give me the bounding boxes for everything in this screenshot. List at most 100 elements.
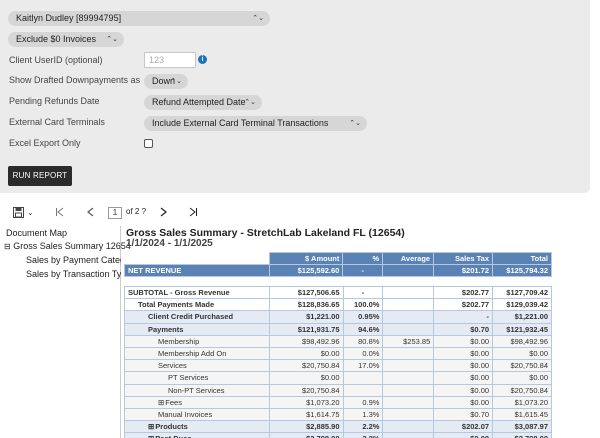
next-page-icon[interactable] xyxy=(158,207,168,220)
net-revenue-row: NET REVENUE $125,592.60 - $201.72 $125,7… xyxy=(124,264,552,278)
drafted-downpayments-value: Down xyxy=(152,76,176,86)
table-row: Total Payments Made $128,836.65 100.0% $202… xyxy=(124,298,552,312)
pending-refunds-value: Refund Attempted Date xyxy=(152,97,246,107)
row-label-text: Non-PT Services xyxy=(168,385,225,395)
cell-tax: $201.72 xyxy=(433,264,493,278)
cell-tax: $0.00 xyxy=(433,432,494,438)
docmap-node-payment-category[interactable]: Sales by Payment Category xyxy=(26,255,121,265)
info-icon[interactable]: i xyxy=(198,55,207,64)
cell-pct: 0.9% xyxy=(342,395,384,409)
cell-pct: 0.95% xyxy=(342,310,384,324)
cell-total: $1,073.20 xyxy=(492,395,552,409)
row-label-text: Services xyxy=(158,361,187,371)
cell-pct: - xyxy=(342,285,384,300)
chevron-updown-icon: ⌃⌄ xyxy=(170,78,182,85)
expand-icon[interactable]: ⊞ xyxy=(148,422,155,432)
cell-avg xyxy=(382,298,435,312)
cell-tax: - xyxy=(433,310,494,324)
row-label-text: Fees xyxy=(165,397,182,407)
drafted-downpayments-select[interactable]: Down ⌃⌄ xyxy=(144,74,188,89)
cell-total: $2,798.00 xyxy=(492,432,552,438)
cell-amount: $20,750.84 xyxy=(268,383,344,397)
chevron-updown-icon: ⌃⌄ xyxy=(244,99,256,106)
column-header: % xyxy=(342,251,384,266)
cell-tax: $0.00 xyxy=(433,334,494,348)
client-userid-input[interactable]: 123 xyxy=(144,52,196,68)
table-row: ⊞Past Dues$2,798.002.2%$0.00$2,798.00 xyxy=(124,432,552,438)
client-select-value: Kaitlyn Dudley [89994795] xyxy=(16,13,122,23)
page-count: of 2 ? xyxy=(126,207,147,216)
cell-avg xyxy=(382,420,435,434)
column-header: Sales Tax xyxy=(433,251,493,266)
cell-total: $0.00 xyxy=(492,371,552,385)
cell-total: $0.00 xyxy=(492,346,552,361)
row-label: Manual Invoices xyxy=(124,407,270,422)
expand-icon[interactable]: ⊞ xyxy=(148,434,154,438)
page-number-input[interactable]: 1 xyxy=(108,207,122,219)
report-toolbar: ⌄ xyxy=(0,202,600,224)
cell-pct: 2.2% xyxy=(342,432,384,438)
row-label: Payments xyxy=(124,322,270,336)
gross-revenue-table: SUBTOTAL - Gross Revenue $127,506.65- $202… xyxy=(124,285,552,438)
cell-tax: $0.00 xyxy=(433,346,494,361)
report-date-range: 1/1/2024 - 1/1/2025 xyxy=(126,238,213,249)
row-label-text: PT Services xyxy=(168,373,209,383)
prev-page-icon[interactable] xyxy=(86,207,96,220)
pending-refunds-select[interactable]: Refund Attempted Date ⌃⌄ xyxy=(144,95,262,110)
first-page-icon[interactable] xyxy=(55,207,65,220)
table-header-row: $ Amount % Average Sales Tax Total xyxy=(124,251,552,266)
report-content: Gross Sales Summary - StretchLab Lakelan… xyxy=(124,226,600,438)
row-label-text: Manual Invoices xyxy=(158,409,213,419)
table-row: SUBTOTAL - Gross Revenue $127,506.65- $202… xyxy=(124,285,552,300)
save-icon[interactable] xyxy=(13,207,24,221)
row-label: Total Payments Made xyxy=(124,298,270,312)
invoice-filter-select[interactable]: Exclude $0 Invoices ⌃⌄ xyxy=(8,32,124,47)
cell-avg xyxy=(382,383,435,397)
cell-avg xyxy=(382,285,435,300)
cell-avg xyxy=(382,432,435,438)
row-label: Membership xyxy=(124,334,270,348)
cell-pct: 1.3% xyxy=(342,407,384,422)
table-row: Services $20,750.84 17.0% $0.00 $20,750.84 xyxy=(124,359,552,373)
row-label-text: Membership xyxy=(158,336,200,346)
cell-total: $98,492.96 xyxy=(492,334,552,348)
row-label: ⊞Products xyxy=(124,420,270,434)
drafted-downpayments-label: Show Drafted Downpayments as xyxy=(9,75,141,85)
chevron-updown-icon: ⌃⌄ xyxy=(252,15,264,22)
external-terminals-select[interactable]: Include External Card Terminal Transacti… xyxy=(144,116,367,131)
cell-amount: $121,931.75 xyxy=(268,322,344,336)
last-page-icon[interactable] xyxy=(188,207,198,220)
excel-export-checkbox[interactable] xyxy=(144,139,153,148)
cell-amount: $127,506.65 xyxy=(268,285,344,300)
external-terminals-label: External Card Terminals xyxy=(9,117,105,127)
cell-amount: $1,614.75 xyxy=(268,407,344,422)
chevron-down-icon[interactable]: ⌄ xyxy=(27,208,34,217)
cell-total: $121,932.45 xyxy=(492,322,552,336)
client-select[interactable]: Kaitlyn Dudley [89994795] ⌃⌄ xyxy=(8,11,270,26)
cell-avg xyxy=(382,407,435,422)
row-label-text: Payments xyxy=(148,324,184,334)
document-map-title: Document Map xyxy=(6,228,68,238)
run-report-button[interactable]: RUN REPORT xyxy=(8,166,72,186)
external-terminals-value: Include External Card Terminal Transacti… xyxy=(152,118,329,128)
cell-tax: $202.77 xyxy=(433,285,494,300)
row-label: ⊞Fees xyxy=(124,395,270,409)
cell-avg xyxy=(382,346,435,361)
cell-avg xyxy=(382,359,435,373)
cell-pct: - xyxy=(342,264,384,278)
cell-tax: $202.07 xyxy=(433,420,494,434)
cell-tax: $0.00 xyxy=(433,359,494,373)
cell-total: $20,750.84 xyxy=(492,383,552,397)
column-header: Average xyxy=(382,251,435,266)
pending-refunds-label: Pending Refunds Date xyxy=(9,96,100,106)
collapse-icon[interactable]: ⊟ xyxy=(4,242,11,251)
table-row: PT Services $0.00 $0.00 $0.00 xyxy=(124,371,552,385)
cell-avg: $253.85 xyxy=(382,334,435,348)
table-row: Membership Add On $0.00 0.0% $0.00 $0.00 xyxy=(124,346,552,361)
docmap-node-transaction-type[interactable]: Sales by Transaction Type xyxy=(26,269,121,279)
docmap-root-node[interactable]: ⊟ Gross Sales Summary 12654 xyxy=(4,241,131,251)
cell-pct: 0.0% xyxy=(342,346,384,361)
cell-amount: $2,798.00 xyxy=(268,432,344,438)
expand-icon[interactable]: ⊞ xyxy=(158,397,165,407)
row-label-text: Past Dues xyxy=(155,434,191,438)
